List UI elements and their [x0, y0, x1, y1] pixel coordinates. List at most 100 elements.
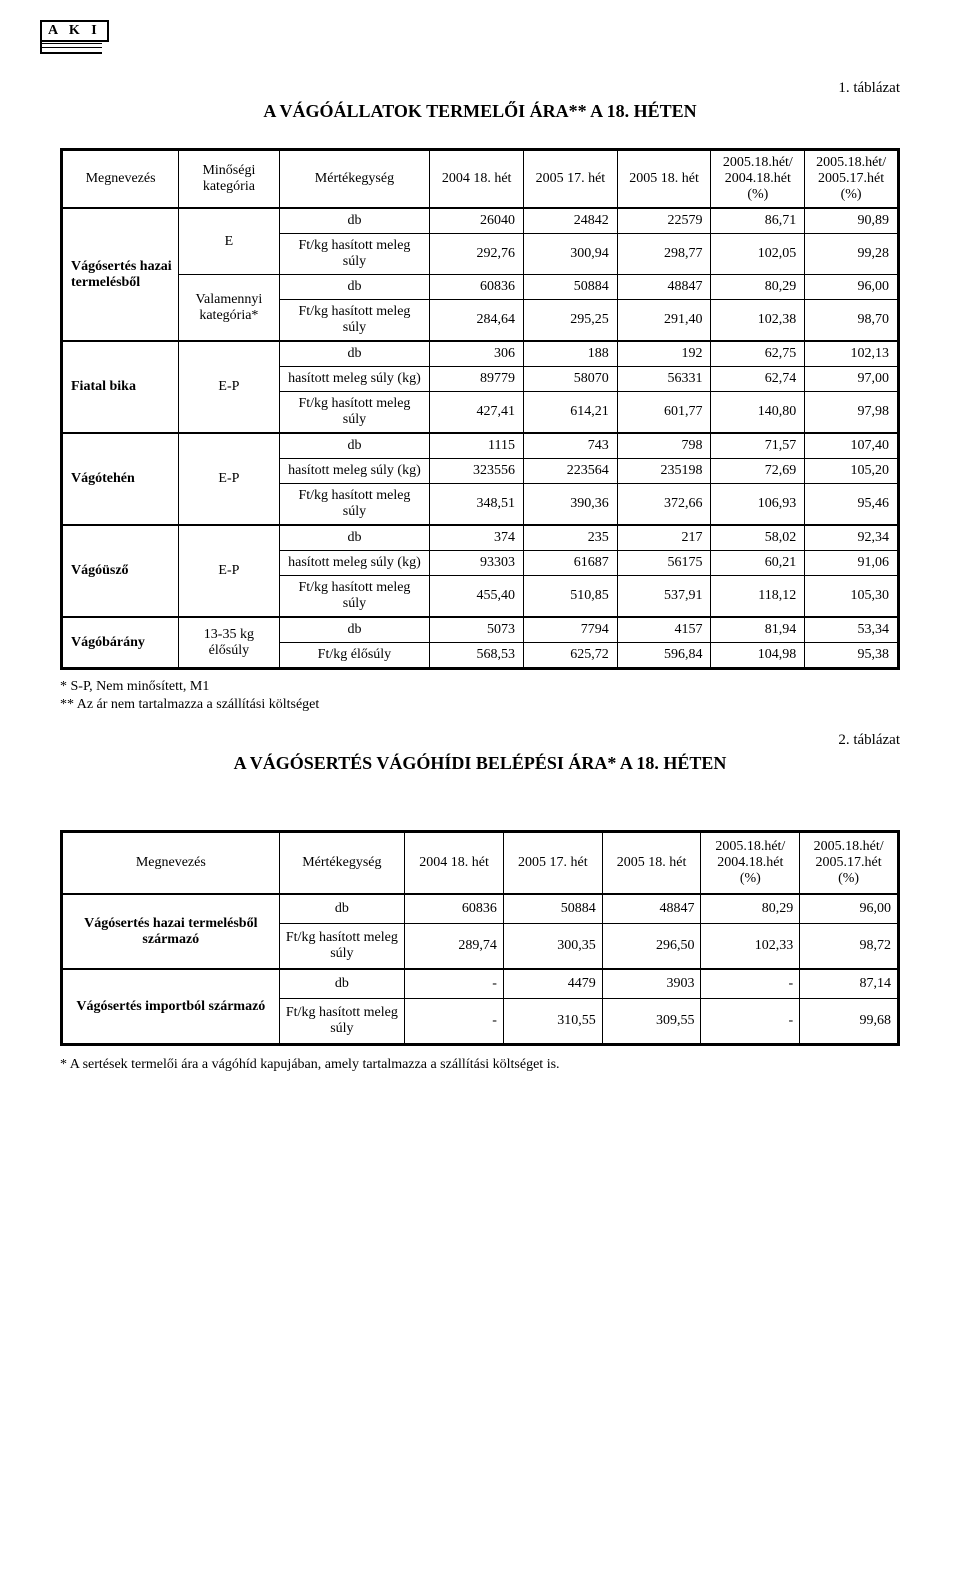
cell-value: 323556: [430, 459, 524, 484]
row-group: Vágóüsző: [62, 525, 179, 617]
cell-value: 87,14: [800, 969, 899, 999]
cell-value: 596,84: [617, 643, 711, 669]
cell-value: 625,72: [524, 643, 618, 669]
cell-value: 300,94: [524, 234, 618, 275]
cell-value: 192: [617, 341, 711, 367]
row-unit: db: [279, 275, 430, 300]
row-category: E-P: [179, 341, 279, 433]
row-unit: db: [279, 969, 405, 999]
row-unit: Ft/kg hasított meleg súly: [279, 999, 405, 1045]
table1-footnote2: ** Az ár nem tartalmazza a szállítási kö…: [60, 696, 900, 714]
th2-megnevezes: Megnevezés: [62, 832, 280, 895]
row-unit: hasított meleg súly (kg): [279, 367, 430, 392]
cell-value: 104,98: [711, 643, 805, 669]
cell-value: 292,76: [430, 234, 524, 275]
cell-value: 455,40: [430, 576, 524, 618]
cell-value: 96,00: [800, 894, 899, 924]
th2-2004: 2004 18. hét: [405, 832, 504, 895]
row-unit: Ft/kg hasított meleg súly: [279, 234, 430, 275]
cell-value: 188: [524, 341, 618, 367]
th-ratio1: 2005.18.hét/ 2004.18.hét (%): [711, 150, 805, 209]
cell-value: -: [701, 999, 800, 1045]
row-unit: hasított meleg súly (kg): [279, 459, 430, 484]
cell-value: 90,89: [805, 208, 899, 234]
row-unit: db: [279, 208, 430, 234]
table1-footnote1: * S-P, Nem minősített, M1: [60, 678, 900, 696]
cell-value: 105,20: [805, 459, 899, 484]
row-unit: db: [279, 894, 405, 924]
cell-value: 372,66: [617, 484, 711, 526]
row-group: Vágósertés hazai termelésből származó: [62, 894, 280, 969]
cell-value: 61687: [524, 551, 618, 576]
row-unit: Ft/kg hasított meleg súly: [279, 300, 430, 342]
cell-value: 98,72: [800, 924, 899, 970]
cell-value: 217: [617, 525, 711, 551]
row-group: Vágóbárány: [62, 617, 179, 669]
cell-value: 309,55: [602, 999, 701, 1045]
row-unit: Ft/kg hasított meleg súly: [279, 484, 430, 526]
logo: A K I: [40, 20, 109, 54]
logo-lines: [40, 40, 102, 54]
cell-value: 284,64: [430, 300, 524, 342]
cell-value: 298,77: [617, 234, 711, 275]
cell-value: 235198: [617, 459, 711, 484]
th-megnevezes: Megnevezés: [62, 150, 179, 209]
cell-value: 60,21: [711, 551, 805, 576]
cell-value: 81,94: [711, 617, 805, 643]
cell-value: 614,21: [524, 392, 618, 434]
row-group: Vágósertés importból származó: [62, 969, 280, 1045]
row-unit: db: [279, 341, 430, 367]
th2-ratio1: 2005.18.hét/ 2004.18.hét (%): [701, 832, 800, 895]
row-unit: db: [279, 617, 430, 643]
cell-value: 306: [430, 341, 524, 367]
logo-text: A K I: [40, 20, 109, 42]
cell-value: 310,55: [503, 999, 602, 1045]
row-category: E-P: [179, 433, 279, 525]
cell-value: 48847: [617, 275, 711, 300]
th-mertek: Mértékegység: [279, 150, 430, 209]
cell-value: -: [405, 999, 504, 1045]
cell-value: 53,34: [805, 617, 899, 643]
th-2005-18: 2005 18. hét: [617, 150, 711, 209]
cell-value: 62,74: [711, 367, 805, 392]
cell-value: 743: [524, 433, 618, 459]
cell-value: 97,00: [805, 367, 899, 392]
cell-value: 56331: [617, 367, 711, 392]
row-category: E: [179, 208, 279, 275]
cell-value: 97,98: [805, 392, 899, 434]
cell-value: 102,13: [805, 341, 899, 367]
cell-value: 62,75: [711, 341, 805, 367]
th2-2005-17: 2005 17. hét: [503, 832, 602, 895]
cell-value: 89779: [430, 367, 524, 392]
row-category: 13-35 kg élősúly: [179, 617, 279, 669]
cell-value: 80,29: [701, 894, 800, 924]
row-group: Vágótehén: [62, 433, 179, 525]
table2-caption: 2. táblázat: [60, 732, 900, 749]
cell-value: 93303: [430, 551, 524, 576]
cell-value: 291,40: [617, 300, 711, 342]
cell-value: 289,74: [405, 924, 504, 970]
cell-value: 374: [430, 525, 524, 551]
cell-value: 390,36: [524, 484, 618, 526]
cell-value: 102,38: [711, 300, 805, 342]
cell-value: 5073: [430, 617, 524, 643]
cell-value: 56175: [617, 551, 711, 576]
row-unit: hasított meleg súly (kg): [279, 551, 430, 576]
cell-value: -: [405, 969, 504, 999]
th2-2005-18: 2005 18. hét: [602, 832, 701, 895]
cell-value: 1115: [430, 433, 524, 459]
cell-value: 71,57: [711, 433, 805, 459]
cell-value: 60836: [405, 894, 504, 924]
th2-ratio2: 2005.18.hét/ 2005.17.hét (%): [800, 832, 899, 895]
row-category: Valamennyi kategória*: [179, 275, 279, 342]
row-group: Fiatal bika: [62, 341, 179, 433]
table2-footnote: * A sertések termelői ára a vágóhíd kapu…: [60, 1056, 900, 1074]
row-unit: Ft/kg hasított meleg súly: [279, 392, 430, 434]
cell-value: -: [701, 969, 800, 999]
th-2005-17: 2005 17. hét: [524, 150, 618, 209]
table1: Megnevezés Minőségi kategória Mértékegys…: [60, 148, 900, 670]
cell-value: 568,53: [430, 643, 524, 669]
cell-value: 295,25: [524, 300, 618, 342]
table2-title: A VÁGÓSERTÉS VÁGÓHÍDI BELÉPÉSI ÁRA* A 18…: [60, 753, 900, 774]
th-minosegi: Minőségi kategória: [179, 150, 279, 209]
